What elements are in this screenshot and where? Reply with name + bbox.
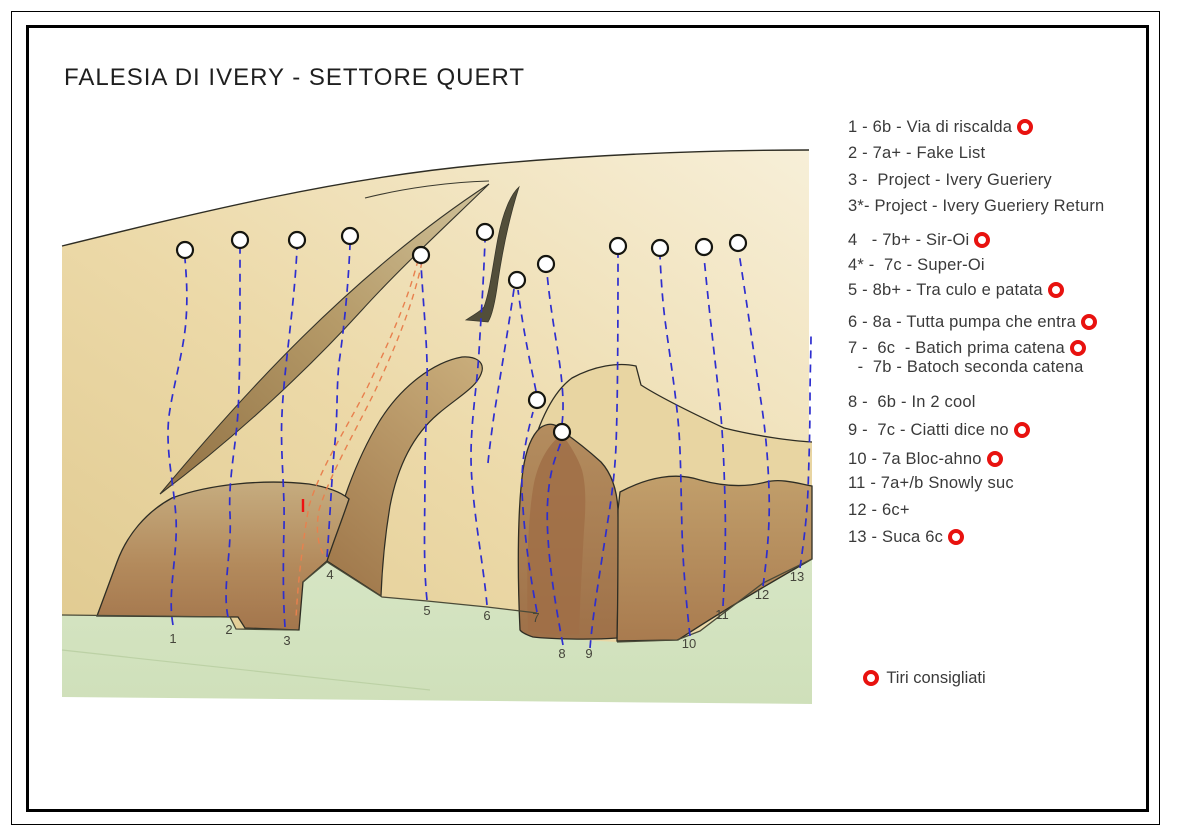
route-line <box>659 256 691 637</box>
anchor-bolt-icon <box>230 230 250 250</box>
meadow-trail-line <box>61 649 431 691</box>
outer-frame <box>11 11 1160 825</box>
route-extension-line <box>546 272 564 425</box>
ground-edge-line <box>61 558 813 643</box>
route-extension-line <box>487 288 515 464</box>
crack-flake <box>464 185 520 323</box>
anchor-bolt-icon <box>287 230 307 250</box>
route-number-label: 6 <box>483 608 490 623</box>
route-line <box>470 240 488 606</box>
anchor-bolt-icon <box>650 238 670 258</box>
inner-frame <box>26 25 1149 812</box>
anchor-bolt-icon <box>527 390 547 410</box>
diagonal-band <box>326 356 483 598</box>
route-line <box>703 256 727 607</box>
route-line <box>521 411 538 613</box>
recommended-route-icon <box>863 670 880 686</box>
route-extension-line <box>517 289 537 392</box>
anchor-bolt-icon <box>340 226 360 246</box>
route-number-label: 12 <box>755 587 769 602</box>
cliff-top-edge <box>61 149 810 247</box>
route-number-label: 11 <box>715 607 729 622</box>
ramp-crescent <box>159 183 490 495</box>
route-line <box>420 263 429 601</box>
anchor-bolt-icon <box>411 245 431 265</box>
anchor-bolt-icon <box>507 270 527 290</box>
route-number-label: 2 <box>225 622 232 637</box>
route-number-label: 10 <box>682 636 696 651</box>
anchor-bolt-icon <box>608 236 628 256</box>
route-number-label: 3 <box>283 633 290 648</box>
route-number-label: 8 <box>558 646 565 661</box>
anchors-layer <box>175 222 748 442</box>
anchor-bolt-icon <box>475 222 495 242</box>
route-line <box>546 440 564 646</box>
ledge-line <box>364 180 490 199</box>
anchor-bolt-icon <box>536 254 556 274</box>
right-buttress <box>616 475 813 642</box>
route-number-label: 1 <box>169 631 176 646</box>
route-line <box>280 248 298 628</box>
route-line <box>799 335 812 569</box>
ground-meadow <box>62 559 812 704</box>
route-number-label: 5 <box>423 603 430 618</box>
route-line-orange <box>316 261 423 559</box>
left-buttress <box>96 481 350 631</box>
center-buttress-shadow <box>527 434 586 635</box>
anchor-bolt-icon <box>175 240 195 260</box>
legend-note-text: Tiri consigliati <box>886 669 986 687</box>
route-number-label: 7 <box>532 610 539 625</box>
route-line-orange <box>295 259 419 619</box>
dome-edge <box>527 363 813 465</box>
route-line <box>167 258 188 626</box>
route-line <box>326 244 351 558</box>
anchor-bolt-icon <box>694 237 714 257</box>
route-number-label: 4 <box>326 567 333 582</box>
route-number-label: 9 <box>585 646 592 661</box>
page-title: FALESIA DI IVERY - SETTORE QUERT <box>64 64 526 91</box>
anchor-bolt-icon <box>552 422 572 442</box>
route-number-label: 13 <box>790 569 804 584</box>
anchor-bolt-icon <box>728 233 748 253</box>
legend-note: Tiri consigliati <box>845 650 986 707</box>
route-lines-layer <box>167 240 812 649</box>
route-line <box>589 253 619 649</box>
